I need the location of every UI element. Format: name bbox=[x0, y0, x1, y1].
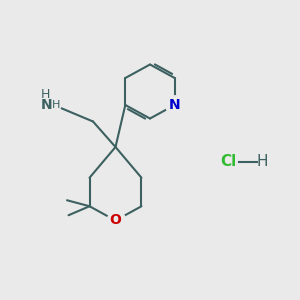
Text: O: O bbox=[110, 214, 122, 227]
Text: Cl: Cl bbox=[220, 154, 236, 169]
Text: H: H bbox=[40, 88, 50, 101]
Text: N: N bbox=[169, 98, 181, 112]
Text: H: H bbox=[52, 100, 60, 110]
Text: N: N bbox=[41, 98, 52, 112]
Text: H: H bbox=[257, 154, 268, 169]
